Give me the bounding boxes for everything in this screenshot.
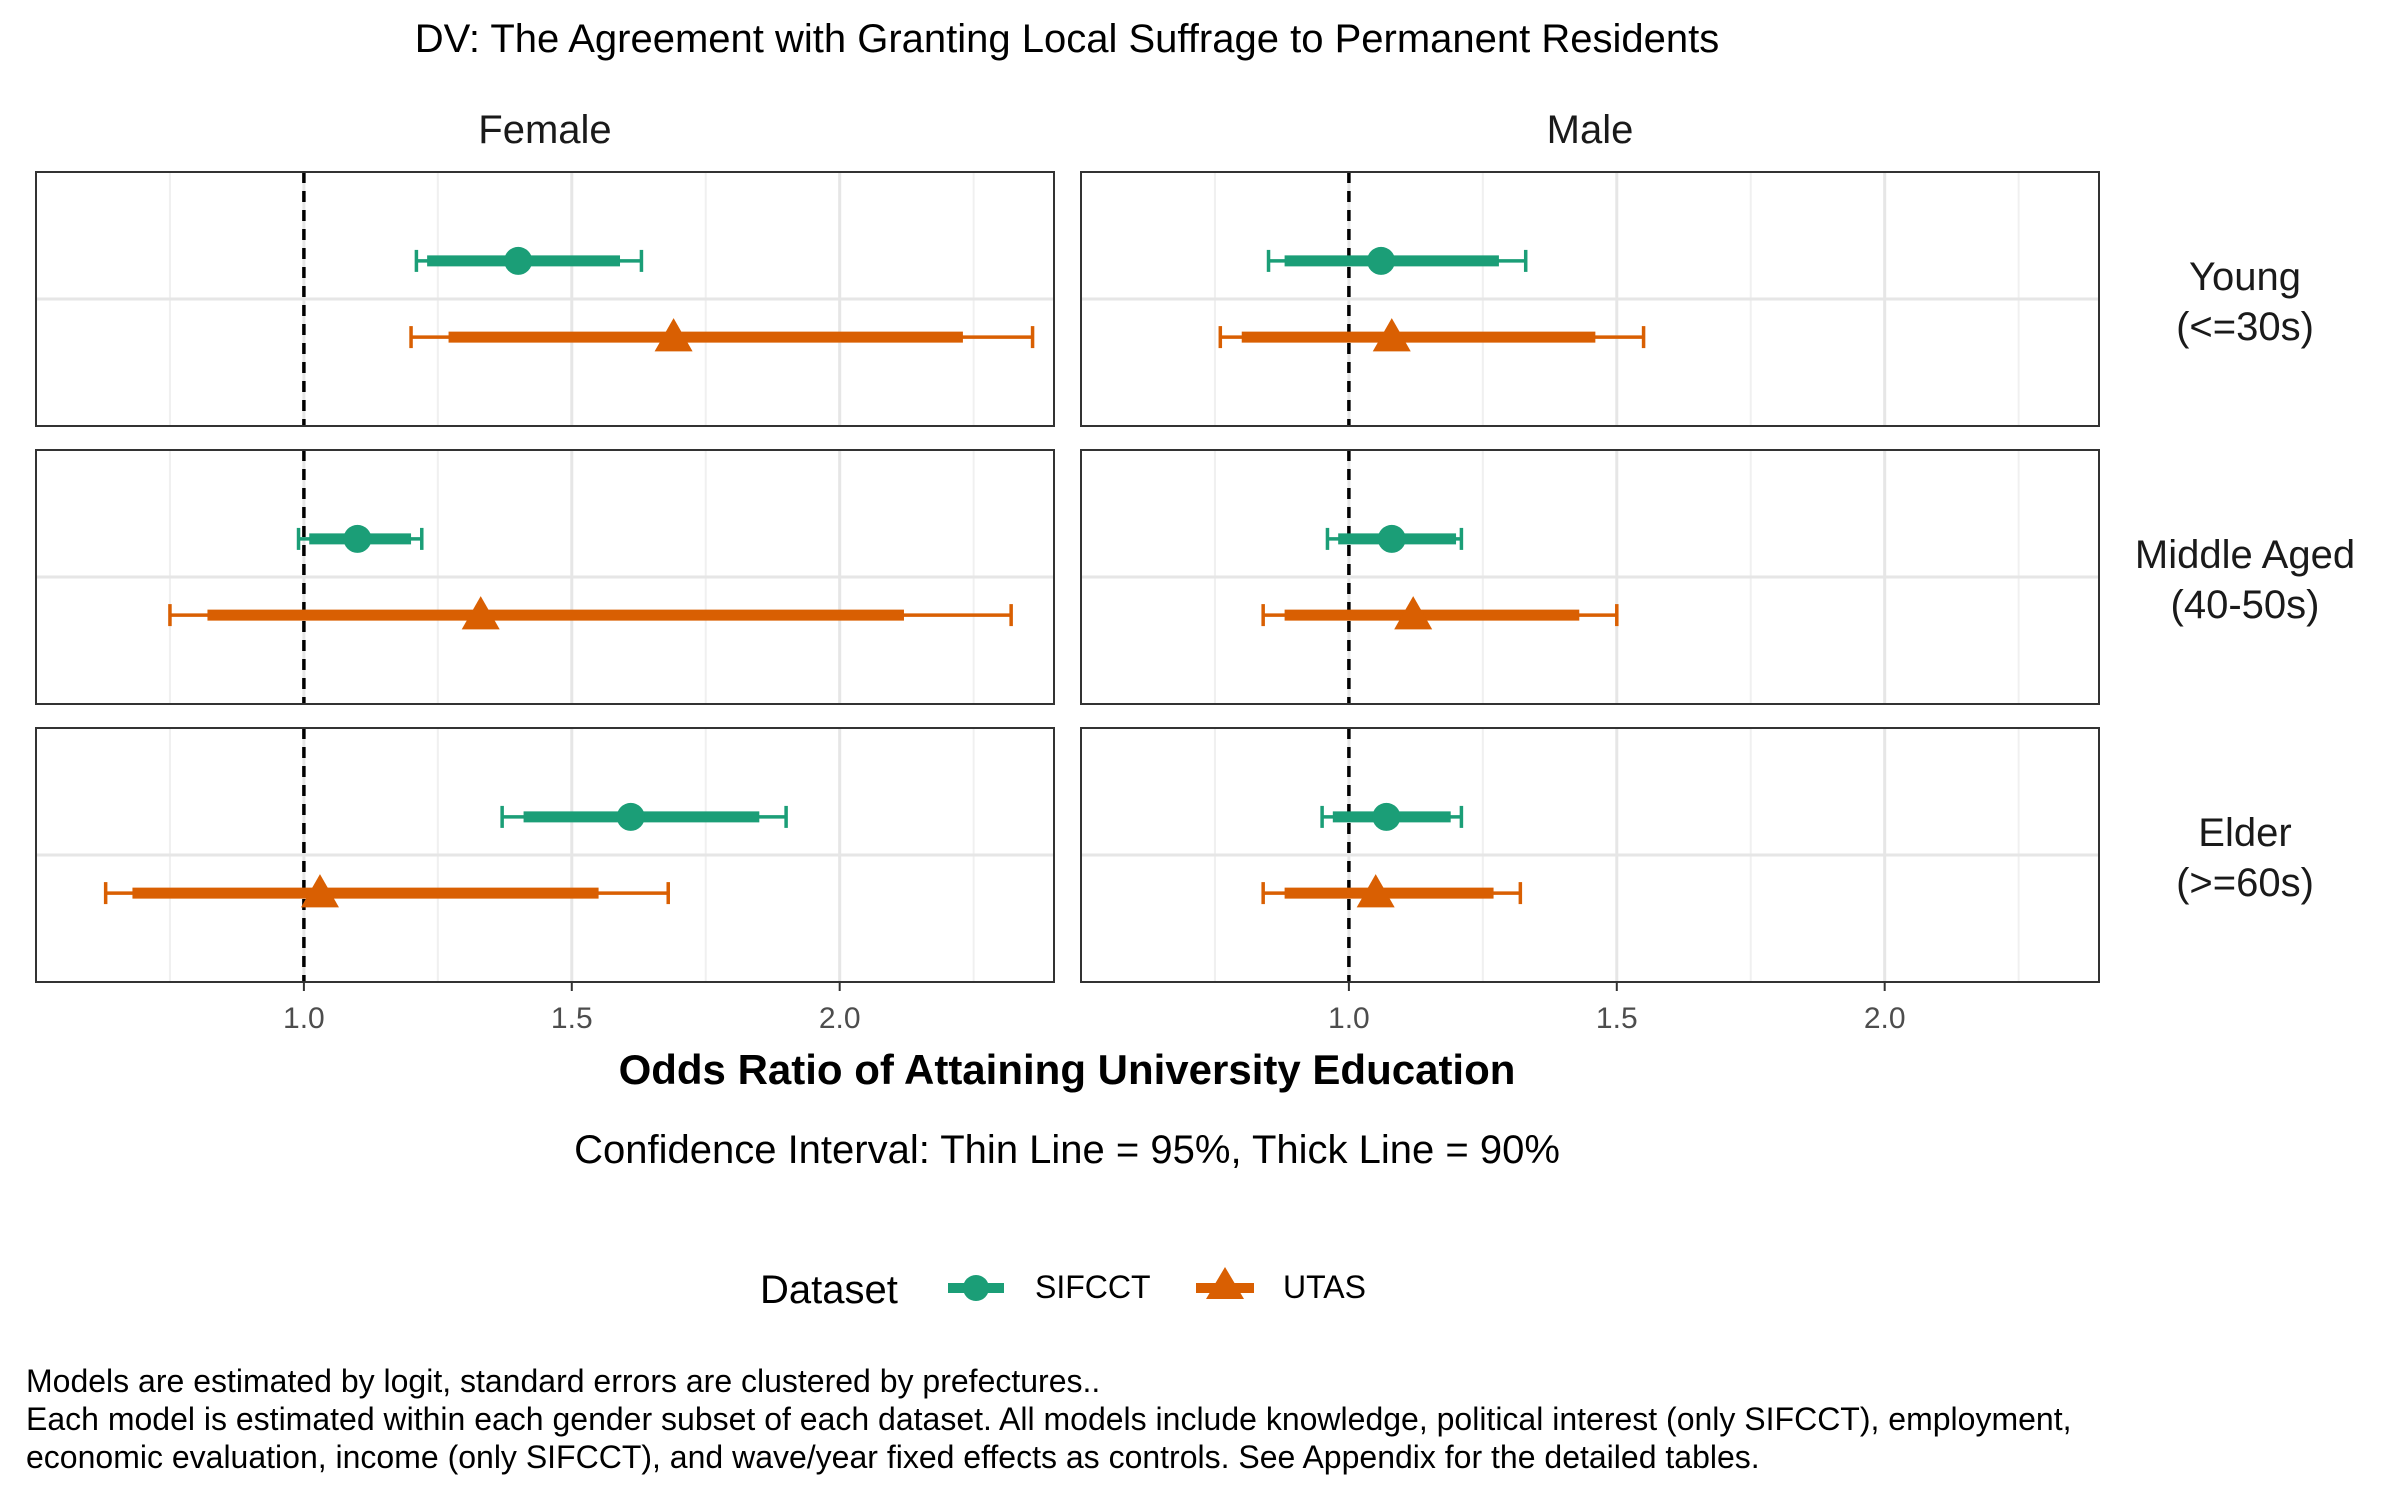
utas-point-estimate <box>654 318 693 352</box>
sifcct-point-estimate <box>1372 802 1401 831</box>
forest-plot: DV: The Agreement with Granting Local Su… <box>35 17 2355 1312</box>
footnote-line-2: Each model is estimated within each gend… <box>26 1401 2072 1437</box>
legend-key-utas-triangle <box>1206 1267 1244 1299</box>
sifcct-point-estimate <box>343 524 372 553</box>
footnote-line-1: Models are estimated by logit, standard … <box>26 1363 1101 1399</box>
chart-title: DV: The Agreement with Granting Local Su… <box>415 17 1719 61</box>
panel-border <box>1080 727 2100 983</box>
panel-border <box>1080 171 2100 427</box>
x-tick-label: 2.0 <box>1864 1002 1906 1035</box>
x-tick-label: 1.0 <box>1328 1002 1370 1035</box>
legend-title: Dataset <box>760 1268 898 1312</box>
sifcct-point-estimate <box>616 802 645 831</box>
panel-border <box>1080 449 2100 705</box>
row-label-young-line1: Young <box>2189 255 2301 299</box>
panel-2-1 <box>1080 727 2100 983</box>
x-axis-title: Odds Ratio of Attaining University Educa… <box>619 1046 1516 1093</box>
legend-key-sifcct-circle <box>963 1275 989 1301</box>
column-label-female: Female <box>478 108 611 152</box>
x-tick-label: 1.5 <box>551 1002 593 1035</box>
panel-0-0 <box>35 171 1055 427</box>
column-label-male: Male <box>1547 108 1634 152</box>
panel-2-0 <box>35 727 1055 983</box>
legend-label-sifcct: SIFCCT <box>1035 1269 1151 1305</box>
utas-point-estimate <box>1372 318 1411 352</box>
utas-point-estimate <box>1394 596 1433 630</box>
x-tick-label: 2.0 <box>819 1002 861 1035</box>
panel-border <box>35 171 1055 427</box>
row-label-middle-line1: Middle Aged <box>2135 533 2355 577</box>
row-label-middle-line2: (40-50s) <box>2171 583 2320 627</box>
panel-1-0 <box>35 449 1055 705</box>
panel-border <box>35 727 1055 983</box>
facet-panels <box>35 171 2100 983</box>
legend-label-utas: UTAS <box>1283 1269 1366 1305</box>
chart-subtitle: Confidence Interval: Thin Line = 95%, Th… <box>574 1128 1560 1172</box>
row-label-elder-line2-text: >=60s) <box>2189 861 2314 905</box>
footnote: Models are estimated by logit, standard … <box>26 1362 2386 1476</box>
x-axes: 1.0 1.5 2.0 1.0 1.5 2.0 <box>283 982 1906 1035</box>
row-label-young-line2: (<=30s) <box>2176 305 2314 349</box>
sifcct-point-estimate <box>504 246 533 275</box>
panel-1-1 <box>1080 449 2100 705</box>
sifcct-point-estimate <box>1377 524 1406 553</box>
x-tick-label: 1.0 <box>283 1002 325 1035</box>
row-label-elder-line1: Elder <box>2198 811 2291 855</box>
panel-border <box>35 449 1055 705</box>
panel-0-1 <box>1080 171 2100 427</box>
x-tick-label: 1.5 <box>1596 1002 1638 1035</box>
sifcct-point-estimate <box>1367 246 1396 275</box>
footnote-line-3: economic evaluation, income (only SIFCCT… <box>26 1439 1760 1475</box>
legend: Dataset SIFCCT UTAS <box>760 1267 1366 1312</box>
utas-point-estimate <box>1356 874 1395 908</box>
row-label-elder-line2: (>=60s) <box>2176 861 2314 905</box>
utas-point-estimate <box>461 596 500 630</box>
utas-point-estimate <box>300 874 339 908</box>
